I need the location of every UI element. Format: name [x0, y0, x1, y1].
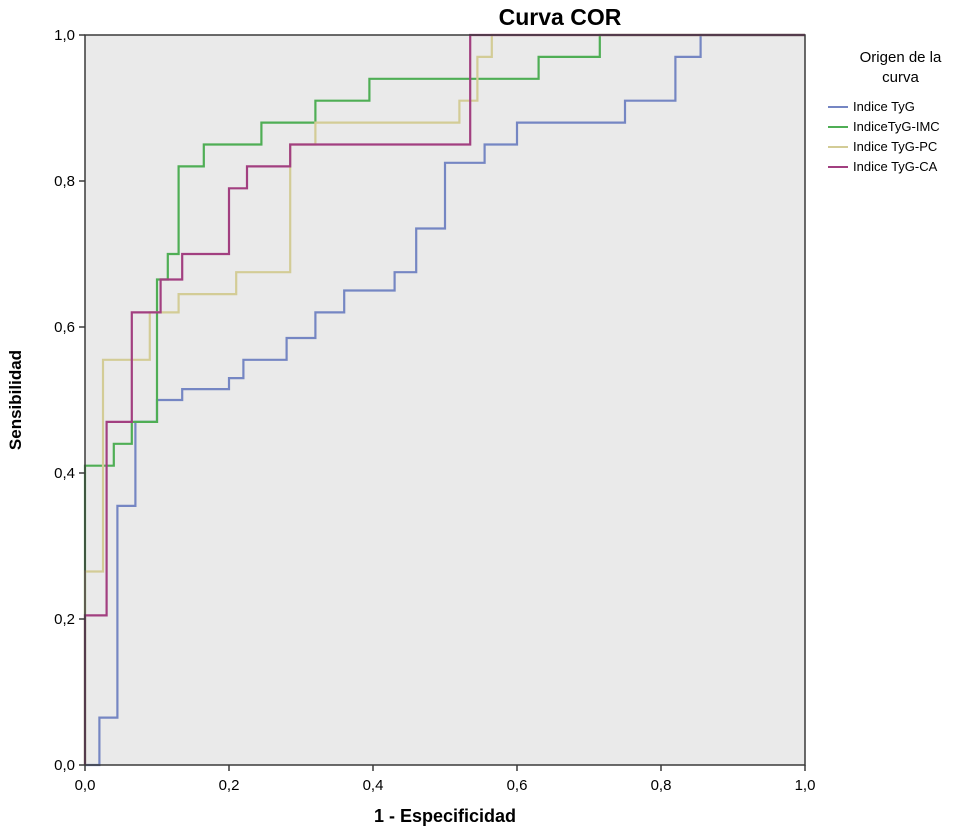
legend-item-label: Indice TyG-PC: [853, 139, 938, 154]
legend-line-swatch: [828, 105, 848, 108]
legend-item: Indice TyG: [828, 99, 973, 114]
legend-item-label: IndiceTyG-IMC: [853, 119, 940, 134]
y-tick-label: 0,0: [54, 757, 75, 774]
legend-item: Indice TyG-CA: [828, 159, 973, 174]
legend-item-label: Indice TyG-CA: [853, 159, 938, 174]
y-tick-label: 0,4: [54, 465, 75, 482]
legend-item-label: Indice TyG: [853, 99, 915, 114]
y-tick-label: 0,2: [54, 611, 75, 628]
y-tick-label: 0,8: [54, 173, 75, 190]
legend: Origen de la curva Indice TyG IndiceTyG-I…: [828, 48, 973, 179]
legend-line-swatch: [828, 145, 848, 148]
y-tick-label: 1,0: [54, 28, 75, 44]
legend-title: Origen de la curva: [859, 49, 942, 86]
x-tick-label: 0,6: [507, 777, 528, 794]
x-tick-label: 0,8: [651, 777, 672, 794]
x-axis-label: 1 - Especificidad: [373, 806, 517, 826]
x-tick-label: 0,4: [363, 777, 384, 794]
chart-title: Curva COR: [498, 4, 622, 30]
legend-items: Indice TyG IndiceTyG-IMC Indice TyG-PC Indi…: [828, 99, 973, 174]
x-tick-label: 1,0: [795, 777, 816, 794]
legend-item: Indice TyG-PC: [828, 139, 973, 154]
legend-line-swatch: [828, 165, 848, 168]
roc-plot-area: 0,0 0,2 0,4 0,6 0,8 1,0 0,0 0,2 0,4 0,6 0,8 1,0: [54, 28, 816, 794]
legend-line-swatch: [828, 125, 848, 128]
y-tick-label: 0,6: [54, 319, 75, 336]
x-tick-label: 0,0: [75, 777, 96, 794]
legend-item: IndiceTyG-IMC: [828, 119, 973, 134]
x-tick-label: 0,2: [219, 777, 240, 794]
